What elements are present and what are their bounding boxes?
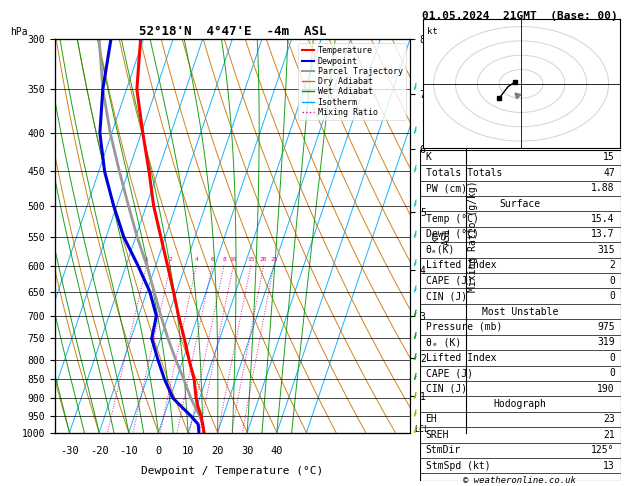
Text: 01.05.2024  21GMT  (Base: 00): 01.05.2024 21GMT (Base: 00) [421, 11, 618, 21]
Text: 1.88: 1.88 [591, 183, 615, 193]
Text: 23: 23 [603, 415, 615, 424]
Y-axis label: Mixing Ratio (g/kg): Mixing Ratio (g/kg) [469, 180, 479, 292]
Text: Most Unstable: Most Unstable [482, 307, 559, 316]
Text: 21: 21 [603, 430, 615, 440]
Text: 40: 40 [270, 446, 283, 456]
Text: 0: 0 [609, 353, 615, 363]
Text: 0: 0 [609, 368, 615, 378]
Text: 319: 319 [597, 337, 615, 347]
Text: 1: 1 [145, 257, 148, 261]
Text: Pressure (mb): Pressure (mb) [426, 322, 502, 332]
Text: Lifted Index: Lifted Index [426, 353, 496, 363]
Text: 30: 30 [241, 446, 253, 456]
Text: K: K [426, 153, 431, 162]
Text: 190: 190 [597, 383, 615, 394]
Text: 6: 6 [211, 257, 214, 261]
Text: StmDir: StmDir [426, 445, 461, 455]
Text: SREH: SREH [426, 430, 449, 440]
Y-axis label: km
ASL: km ASL [430, 227, 452, 244]
Text: 13.7: 13.7 [591, 229, 615, 240]
Text: -20: -20 [90, 446, 109, 456]
Text: PW (cm): PW (cm) [426, 183, 467, 193]
Text: θₑ(K): θₑ(K) [426, 245, 455, 255]
Title: 52°18'N  4°47'E  -4m  ASL: 52°18'N 4°47'E -4m ASL [138, 25, 326, 38]
Text: 8: 8 [222, 257, 226, 261]
Text: Hodograph: Hodograph [494, 399, 547, 409]
Text: Totals Totals: Totals Totals [426, 168, 502, 178]
Text: hPa: hPa [10, 27, 28, 37]
Text: 315: 315 [597, 245, 615, 255]
Text: 0: 0 [155, 446, 162, 456]
Text: Dewpoint / Temperature (°C): Dewpoint / Temperature (°C) [142, 466, 323, 476]
Text: Dewp (°C): Dewp (°C) [426, 229, 479, 240]
Text: Surface: Surface [499, 199, 541, 208]
Text: 0: 0 [609, 276, 615, 286]
Text: CIN (J): CIN (J) [426, 291, 467, 301]
Text: LCL: LCL [414, 425, 428, 434]
Text: θₑ (K): θₑ (K) [426, 337, 461, 347]
Text: 2: 2 [169, 257, 172, 261]
Text: 10: 10 [182, 446, 194, 456]
Text: 125°: 125° [591, 445, 615, 455]
Text: EH: EH [426, 415, 437, 424]
Text: 20: 20 [211, 446, 224, 456]
Text: kt: kt [427, 27, 438, 35]
Text: 10: 10 [230, 257, 237, 261]
Text: Lifted Index: Lifted Index [426, 260, 496, 270]
Text: 4: 4 [194, 257, 198, 261]
Text: 0: 0 [609, 291, 615, 301]
Text: CAPE (J): CAPE (J) [426, 368, 472, 378]
Text: CAPE (J): CAPE (J) [426, 276, 472, 286]
Text: 20: 20 [260, 257, 267, 261]
Text: 15.4: 15.4 [591, 214, 615, 224]
Text: -10: -10 [120, 446, 138, 456]
Text: 975: 975 [597, 322, 615, 332]
Text: 25: 25 [270, 257, 277, 261]
Text: 2: 2 [609, 260, 615, 270]
Text: 47: 47 [603, 168, 615, 178]
Text: -30: -30 [60, 446, 79, 456]
Text: StmSpd (kt): StmSpd (kt) [426, 461, 490, 471]
Text: Temp (°C): Temp (°C) [426, 214, 479, 224]
Legend: Temperature, Dewpoint, Parcel Trajectory, Dry Adiabat, Wet Adiabat, Isotherm, Mi: Temperature, Dewpoint, Parcel Trajectory… [298, 43, 406, 120]
Text: 15: 15 [603, 153, 615, 162]
Text: © weatheronline.co.uk: © weatheronline.co.uk [463, 475, 576, 485]
Text: CIN (J): CIN (J) [426, 383, 467, 394]
Text: 15: 15 [247, 257, 255, 261]
Text: 13: 13 [603, 461, 615, 471]
